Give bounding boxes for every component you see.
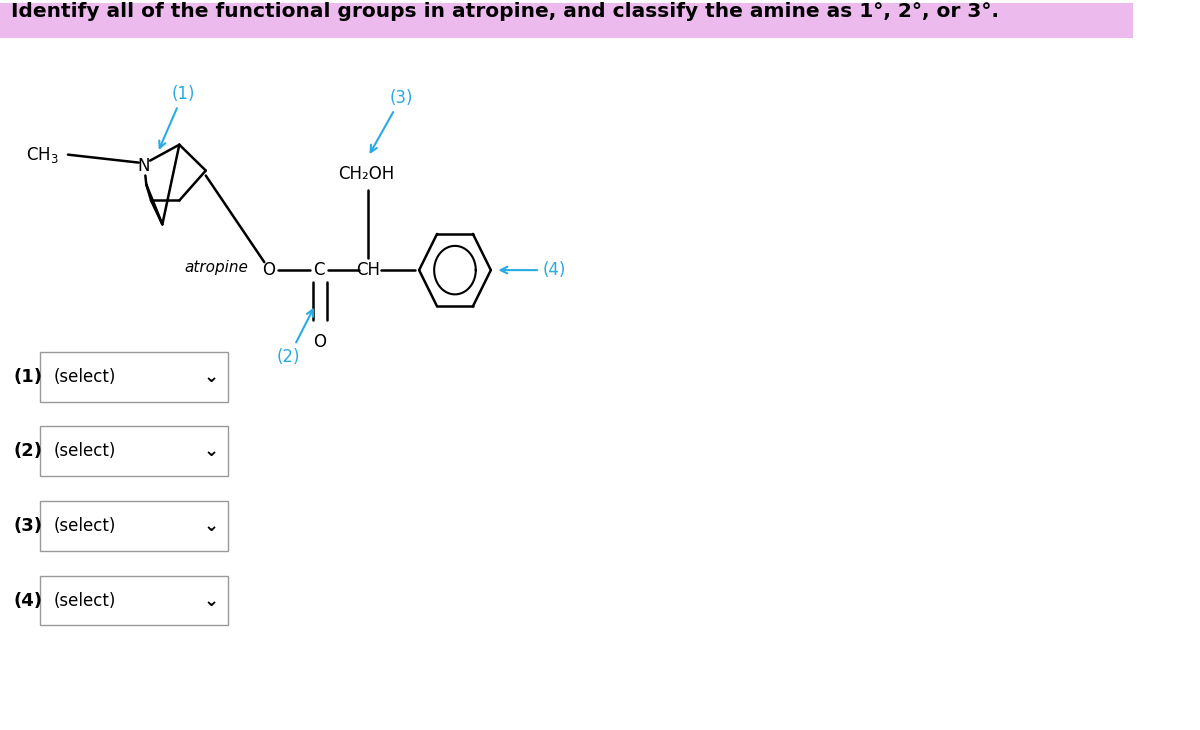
Bar [40, 352, 228, 402]
Bar [40, 426, 228, 476]
Bar [40, 576, 228, 626]
Text: ⌄: ⌄ [204, 368, 218, 385]
Text: (4): (4) [14, 591, 43, 610]
Text: atropine: atropine [184, 260, 248, 274]
Text: (select): (select) [54, 442, 116, 461]
Text: C: C [313, 261, 325, 279]
Bar [0, 0, 1133, 38]
Text: (2): (2) [14, 442, 43, 461]
Text: (1): (1) [14, 368, 43, 385]
Text: CH: CH [356, 261, 380, 279]
Text: CH$_3$: CH$_3$ [26, 145, 59, 165]
Text: (select): (select) [54, 368, 116, 385]
Text: (select): (select) [54, 517, 116, 535]
Text: N: N [137, 157, 150, 174]
Text: O: O [263, 261, 276, 279]
Text: (4): (4) [500, 261, 566, 279]
Text: Identify all of the functional groups in atropine, and classify the amine as 1°,: Identify all of the functional groups in… [11, 1, 1000, 20]
Text: ⌄: ⌄ [204, 517, 218, 535]
Text: (select): (select) [54, 591, 116, 610]
Bar [40, 501, 228, 551]
Text: (3): (3) [14, 517, 43, 535]
Text: (1): (1) [160, 85, 194, 148]
Text: ⌄: ⌄ [204, 442, 218, 461]
Text: (3): (3) [371, 89, 413, 152]
Text: ⌄: ⌄ [204, 591, 218, 610]
Text: O: O [313, 333, 326, 351]
Text: CH₂OH: CH₂OH [338, 164, 395, 182]
Text: (2): (2) [277, 310, 313, 366]
